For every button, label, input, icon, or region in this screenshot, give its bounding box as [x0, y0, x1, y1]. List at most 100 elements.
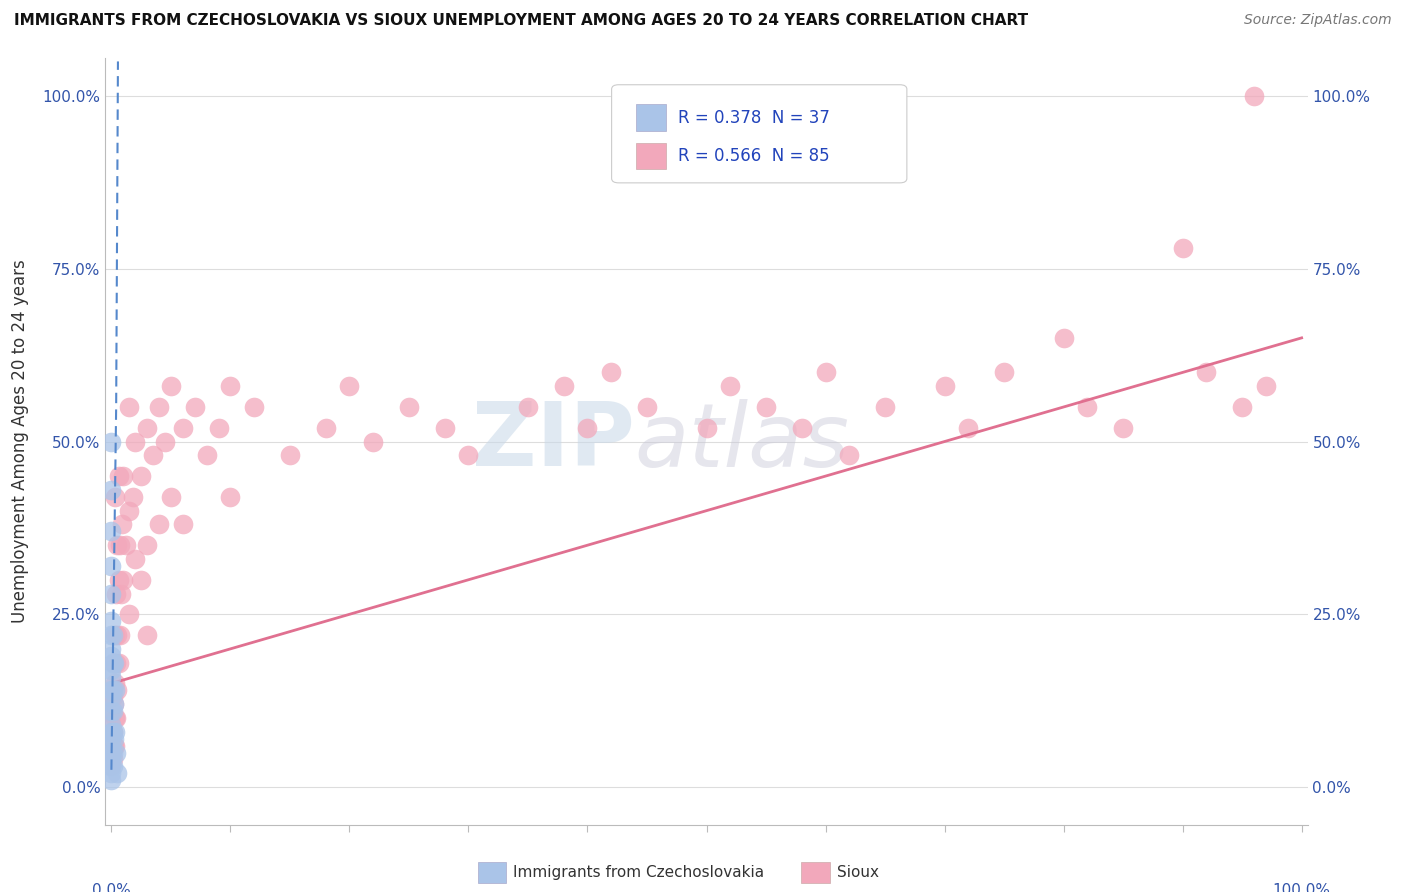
Point: [104, 711, 127, 725]
Point: [101, 752, 124, 766]
Point: [957, 421, 980, 435]
Point: [100, 648, 122, 663]
Point: [103, 697, 125, 711]
Point: [103, 656, 125, 670]
Point: [361, 434, 384, 449]
Point: [104, 628, 127, 642]
Point: [124, 434, 146, 449]
Point: [101, 724, 124, 739]
Point: [553, 379, 575, 393]
Point: [160, 379, 183, 393]
Text: atlas: atlas: [634, 399, 849, 484]
Point: [1112, 421, 1135, 435]
Point: [104, 490, 127, 504]
Point: [100, 558, 122, 573]
Point: [755, 400, 778, 414]
Point: [696, 421, 718, 435]
Point: [101, 656, 124, 670]
Point: [148, 400, 170, 414]
Point: [129, 469, 152, 483]
Point: [1076, 400, 1098, 414]
Point: [112, 469, 135, 483]
Point: [100, 524, 122, 539]
Point: [101, 690, 124, 705]
Point: [107, 656, 129, 670]
Text: Immigrants from Czechoslovakia: Immigrants from Czechoslovakia: [513, 865, 765, 880]
Point: [100, 586, 122, 600]
Point: [101, 628, 124, 642]
Text: Source: ZipAtlas.com: Source: ZipAtlas.com: [1244, 13, 1392, 28]
Point: [100, 704, 122, 718]
Point: [105, 538, 128, 552]
Point: [105, 746, 128, 760]
Point: [107, 469, 129, 483]
Point: [105, 628, 128, 642]
Point: [790, 421, 813, 435]
Point: [148, 517, 170, 532]
Point: [278, 448, 301, 462]
Text: R = 0.566  N = 85: R = 0.566 N = 85: [678, 147, 830, 165]
Point: [114, 538, 136, 552]
Point: [100, 731, 122, 746]
Text: IMMIGRANTS FROM CZECHOSLOVAKIA VS SIOUX UNEMPLOYMENT AMONG AGES 20 TO 24 YEARS C: IMMIGRANTS FROM CZECHOSLOVAKIA VS SIOUX …: [14, 13, 1028, 29]
Point: [398, 400, 420, 414]
Point: [636, 400, 658, 414]
Point: [101, 724, 124, 739]
Point: [100, 641, 122, 656]
Point: [100, 711, 122, 725]
Point: [136, 538, 159, 552]
Point: [108, 628, 131, 642]
Point: [108, 538, 131, 552]
Point: [172, 517, 194, 532]
Point: [105, 656, 128, 670]
Text: Sioux: Sioux: [837, 865, 879, 880]
Point: [118, 400, 141, 414]
Point: [101, 683, 124, 698]
Point: [104, 739, 127, 753]
Point: [103, 656, 125, 670]
Point: [100, 434, 122, 449]
Point: [339, 379, 361, 393]
Point: [142, 448, 165, 462]
Point: [118, 607, 141, 622]
Point: [100, 683, 122, 698]
Point: [100, 731, 122, 746]
Point: [207, 421, 229, 435]
Point: [104, 683, 127, 698]
Point: [1171, 241, 1194, 255]
Point: [107, 573, 129, 587]
Point: [934, 379, 956, 393]
Point: [100, 759, 122, 773]
Point: [104, 676, 127, 690]
Point: [129, 573, 152, 587]
Point: [100, 628, 122, 642]
Point: [103, 731, 125, 746]
Point: [457, 448, 479, 462]
Point: [219, 490, 242, 504]
Point: [838, 448, 860, 462]
Point: [100, 663, 122, 677]
Point: [153, 434, 176, 449]
Point: [100, 759, 122, 773]
Point: [873, 400, 896, 414]
Text: 100.0%: 100.0%: [1272, 883, 1330, 892]
Point: [517, 400, 540, 414]
Point: [112, 573, 135, 587]
Point: [100, 718, 122, 732]
Point: [136, 628, 159, 642]
Point: [1052, 331, 1074, 345]
Point: [105, 711, 128, 725]
Point: [1254, 379, 1277, 393]
Point: [101, 746, 124, 760]
Text: R = 0.378  N = 37: R = 0.378 N = 37: [678, 109, 830, 127]
Point: [100, 739, 122, 753]
Point: [105, 766, 128, 780]
Point: [100, 724, 122, 739]
Point: [576, 421, 599, 435]
Text: 0.0%: 0.0%: [91, 883, 131, 892]
Point: [100, 773, 122, 788]
Point: [100, 752, 122, 766]
Point: [100, 669, 122, 683]
Point: [101, 704, 124, 718]
Point: [100, 483, 122, 497]
